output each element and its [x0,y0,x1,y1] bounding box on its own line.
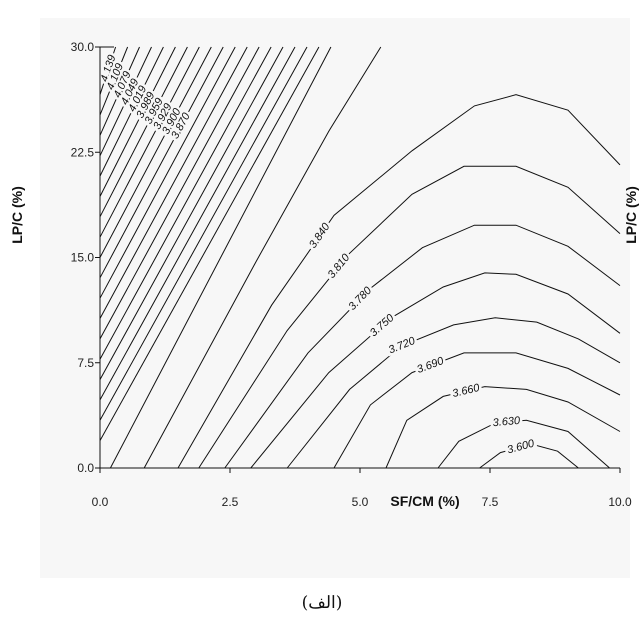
contour-label-bg [448,380,483,400]
x-tick-label: 5.0 [352,495,369,509]
contour-labels: 4.1394.1094.0794.0494.0193.9893.9593.929… [96,51,538,457]
contour-label: 3.630 [492,415,521,429]
contour-label: 3.600 [506,437,537,456]
y-tick-label: 22.5 [71,145,95,159]
contour-line [99,46,296,401]
y-axis-title: LP/C (%) [9,186,25,244]
contour-line [99,46,272,360]
contour-line [99,46,308,421]
x-axis-title: SF/CM (%) [390,493,459,509]
x-tick-label: 7.5 [482,495,499,509]
contour-label-bg [140,93,167,128]
y-tick-label: 30.0 [71,40,95,54]
contour-label-bg [503,436,538,457]
y-axis-title-right: LP/C (%) [623,186,639,244]
y-tick-label: 7.5 [77,356,94,370]
contour-label-bg [124,81,150,116]
contour-label-bg [109,67,134,102]
contour-label-bg [412,353,448,376]
contour-line [109,46,332,469]
figure-caption: (الف) [302,593,343,613]
contour-line [177,94,621,469]
contour-label: 3.690 [415,355,446,376]
y-tick-label: 15.0 [71,251,95,265]
x-tick-label: 0.0 [92,495,109,509]
contour-line [99,46,260,340]
contour-line [224,224,621,469]
contour-line [99,46,224,279]
contour-label-bg [304,218,334,252]
contour-line [99,46,284,380]
y-tick-label: 0.0 [77,461,94,475]
contour-line [198,165,621,469]
y-ticks: 0.0 7.5 15.0 22.5 30.0 [71,40,100,475]
x-tick-label: 2.5 [222,495,239,509]
contour-label: 3.660 [451,382,481,400]
contour-label: 3.720 [387,335,418,357]
contour-label-bg [158,104,184,138]
contour-lines [99,46,621,469]
contour-line [99,46,200,238]
contour-line [99,46,248,319]
contour-label-bg [132,87,158,122]
contour-line [99,46,320,441]
contour-line [99,46,176,197]
contour-label-bg [167,108,194,143]
contour-line [99,46,188,218]
x-ticks: 0.0 2.5 5.0 7.5 10.0 [92,468,632,509]
contour-line [143,46,382,469]
contour-label-bg [365,309,398,341]
contour-label-bg [149,99,175,134]
contour-label-bg [384,333,419,357]
contour-label-bg [117,74,142,109]
contour-line [99,46,236,299]
contour-line [385,386,621,469]
contour-line [286,317,621,469]
contour-label-bg [103,59,127,94]
contour-label-bg [344,282,376,314]
contour-label-bg [96,51,119,86]
contour-label-bg [323,249,353,282]
x-tick-label: 10.0 [608,495,632,509]
contour-line [250,272,621,469]
contour-line [99,46,212,258]
contour-label-bg [489,413,523,429]
contour-line [333,352,621,469]
